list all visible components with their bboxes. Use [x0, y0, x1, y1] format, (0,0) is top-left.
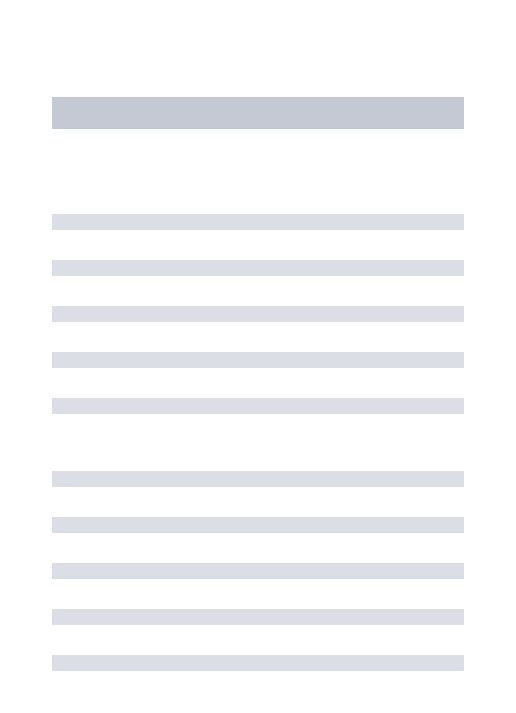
- skeleton-line: [52, 260, 464, 276]
- skeleton-container: [52, 97, 464, 671]
- skeleton-line: [52, 214, 464, 230]
- skeleton-line: [52, 609, 464, 625]
- skeleton-header-bar: [52, 97, 464, 129]
- skeleton-line: [52, 306, 464, 322]
- skeleton-line: [52, 517, 464, 533]
- skeleton-group-2: [52, 471, 464, 671]
- skeleton-group-1: [52, 214, 464, 414]
- skeleton-line: [52, 398, 464, 414]
- skeleton-line: [52, 352, 464, 368]
- skeleton-line: [52, 471, 464, 487]
- skeleton-group-gap: [52, 414, 464, 471]
- skeleton-line: [52, 563, 464, 579]
- skeleton-line: [52, 655, 464, 671]
